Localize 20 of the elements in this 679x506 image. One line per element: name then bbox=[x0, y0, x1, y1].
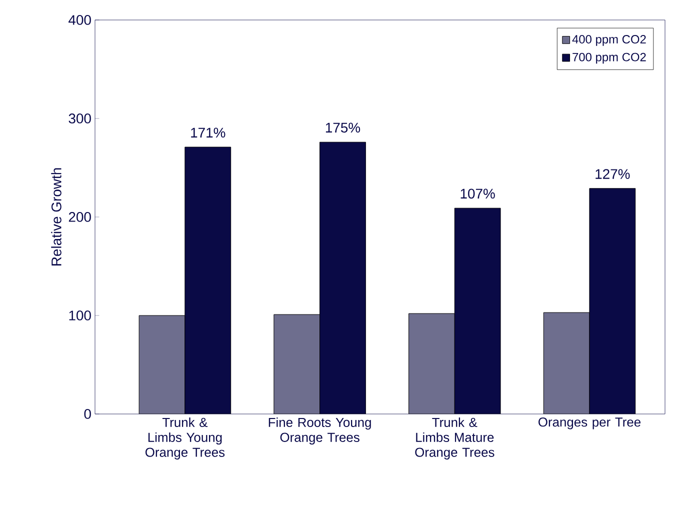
annotation: 175% bbox=[326, 122, 360, 133]
y-tick-label: 400 bbox=[68, 15, 91, 25]
y-tick-label: 200 bbox=[68, 212, 91, 222]
bar bbox=[274, 314, 320, 414]
x-tick-label: Fine Roots Young Orange Trees bbox=[268, 418, 371, 445]
legend-label: 400 ppm CO2 bbox=[572, 35, 646, 46]
y-tick-label: 0 bbox=[84, 409, 91, 419]
x-tick-label: Trunk & Limbs Young Orange Trees bbox=[145, 418, 225, 460]
x-tick-label: Trunk & Limbs Mature Orange Trees bbox=[415, 418, 494, 460]
bar bbox=[543, 312, 590, 414]
legend-label: 700 ppm CO2 bbox=[572, 52, 646, 64]
annotation: 127% bbox=[596, 169, 630, 179]
y-tick-label: 300 bbox=[68, 114, 91, 124]
bar bbox=[138, 315, 186, 414]
y-tick-label: 100 bbox=[69, 310, 91, 320]
bar bbox=[408, 313, 455, 414]
annotation: 171% bbox=[191, 128, 226, 138]
x-tick-label: Oranges per Tree bbox=[538, 418, 640, 430]
y-axis-title: Relative Growth bbox=[51, 168, 62, 266]
annotation: 107% bbox=[460, 188, 495, 199]
